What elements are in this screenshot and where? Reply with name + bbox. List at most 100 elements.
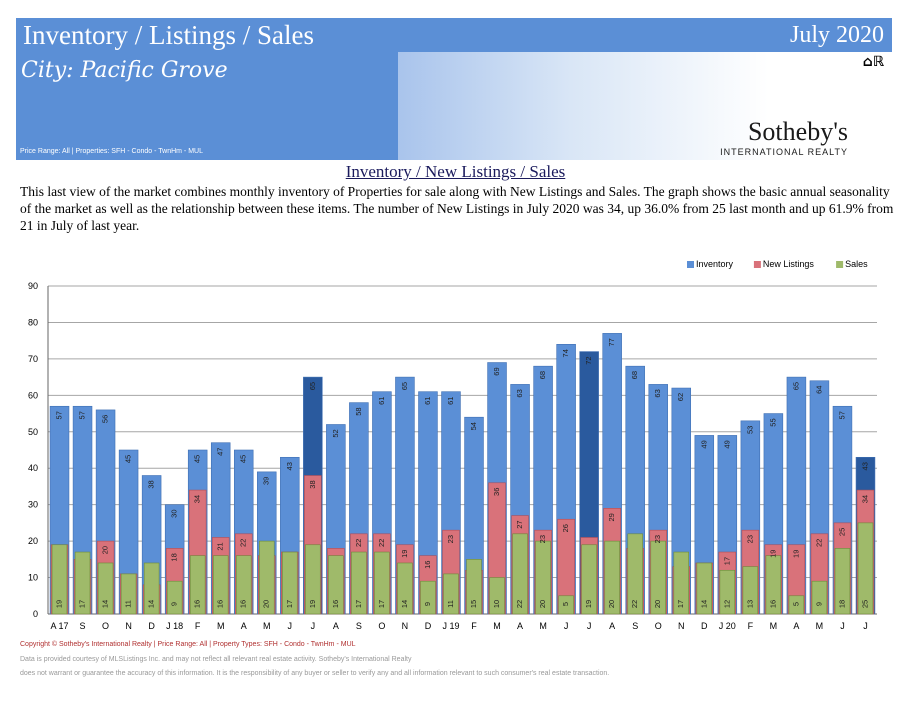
new-listings-data-label: 27 xyxy=(515,520,524,528)
sales-bar xyxy=(328,555,344,615)
inventory-data-label: 65 xyxy=(791,382,800,390)
inventory-data-label: 58 xyxy=(354,407,363,415)
sales-data-label: 20 xyxy=(607,600,616,608)
sales-bar xyxy=(696,562,713,615)
sales-bar xyxy=(834,548,851,615)
new-listings-data-label: 21 xyxy=(216,542,225,550)
x-tick-label: M xyxy=(770,621,778,631)
sales-bar xyxy=(420,580,436,615)
sales-data-label: 14 xyxy=(400,600,409,608)
y-tick-label: 40 xyxy=(28,463,38,473)
sales-data-label: 5 xyxy=(561,602,570,606)
sales-bar xyxy=(305,544,321,615)
sales-data-label: 19 xyxy=(584,600,593,608)
sales-data-label: 16 xyxy=(193,600,202,608)
x-tick-label: O xyxy=(378,621,385,631)
x-tick-label: N xyxy=(678,621,685,631)
inventory-data-label: 57 xyxy=(78,411,87,419)
sales-data-label: 18 xyxy=(837,600,846,608)
sales-data-label: 14 xyxy=(101,600,110,608)
header-gradient xyxy=(398,52,892,160)
new-listings-data-label: 23 xyxy=(745,535,754,543)
report-title: Inventory / Listings / Sales xyxy=(23,20,314,50)
sales-bar xyxy=(374,551,390,615)
new-listings-data-label: 22 xyxy=(377,539,386,547)
y-tick-label: 50 xyxy=(28,427,38,437)
sales-data-label: 5 xyxy=(791,602,800,606)
new-listings-data-label: 23 xyxy=(446,535,455,543)
footer-disclaimer-2: does not warrant or guarantee the accura… xyxy=(20,670,610,677)
sales-data-label: 19 xyxy=(54,600,63,608)
sales-bar xyxy=(857,522,874,615)
inventory-data-label: 62 xyxy=(676,393,685,401)
y-tick-label: 0 xyxy=(33,609,38,619)
brand-subtitle: INTERNATIONAL REALTY xyxy=(720,147,848,157)
y-tick-label: 60 xyxy=(28,390,38,400)
new-listings-data-label: 22 xyxy=(354,539,363,547)
x-tick-label: F xyxy=(471,621,477,631)
x-tick-label: J 20 xyxy=(719,621,736,631)
sales-bar xyxy=(742,566,759,615)
new-listings-data-label: 34 xyxy=(860,495,869,503)
sales-data-label: 17 xyxy=(78,600,87,608)
sales-bar xyxy=(97,562,114,615)
inventory-data-label: 72 xyxy=(584,356,593,364)
sales-data-label: 17 xyxy=(676,600,685,608)
inventory-data-label: 38 xyxy=(147,480,156,488)
legend-label: New Listings xyxy=(763,259,815,269)
sales-data-label: 16 xyxy=(216,600,225,608)
x-tick-label: J 18 xyxy=(166,621,183,631)
inventory-data-label: 45 xyxy=(193,455,202,463)
new-listings-data-label: 22 xyxy=(239,539,248,547)
sales-data-label: 17 xyxy=(377,600,386,608)
sales-bar xyxy=(212,555,229,615)
inventory-data-label: 61 xyxy=(377,397,386,405)
filter-summary: Price Range: All | Properties: SFH - Con… xyxy=(20,148,203,155)
inventory-data-label: 57 xyxy=(837,411,846,419)
sales-data-label: 12 xyxy=(722,600,731,608)
sales-data-label: 9 xyxy=(170,602,179,606)
sales-data-label: 20 xyxy=(653,600,662,608)
x-tick-label: N xyxy=(402,621,409,631)
sales-bar xyxy=(788,595,805,615)
inventory-data-label: 69 xyxy=(492,367,501,375)
sales-bar xyxy=(259,540,275,615)
sales-data-label: 9 xyxy=(814,602,823,606)
report-header: Inventory / Listings / Sales July 2020 C… xyxy=(16,18,892,160)
x-tick-label: O xyxy=(102,621,109,631)
brand-logo: Sotheby's xyxy=(747,117,848,146)
sales-data-label: 22 xyxy=(630,600,639,608)
sales-data-label: 16 xyxy=(768,600,777,608)
new-listings-data-label: 20 xyxy=(101,546,110,554)
new-listings-data-label: 19 xyxy=(400,550,409,558)
x-tick-label: D xyxy=(425,621,432,631)
inventory-data-label: 43 xyxy=(285,462,294,470)
inventory-data-label: 30 xyxy=(170,509,179,517)
legend-swatch xyxy=(753,261,761,268)
y-tick-label: 80 xyxy=(28,317,38,327)
sales-data-label: 22 xyxy=(515,600,524,608)
new-listings-data-label: 25 xyxy=(837,528,846,536)
sales-bar xyxy=(811,580,828,615)
sales-bar xyxy=(581,544,597,615)
sales-data-label: 20 xyxy=(538,600,547,608)
inventory-data-label: 49 xyxy=(699,440,708,448)
inventory-data-label: 61 xyxy=(423,397,432,405)
legend-swatch xyxy=(836,261,844,268)
sales-data-label: 11 xyxy=(124,600,133,608)
new-listings-data-label: 34 xyxy=(193,495,202,503)
legend-label: Sales xyxy=(845,259,868,269)
x-tick-label: J xyxy=(863,621,868,631)
x-tick-label: M xyxy=(493,621,501,631)
new-listings-data-label: 19 xyxy=(791,550,800,558)
sales-bar xyxy=(512,533,528,615)
sales-bar xyxy=(51,544,68,615)
x-tick-label: S xyxy=(632,621,638,631)
x-tick-label: D xyxy=(701,621,708,631)
sales-bar xyxy=(466,559,482,615)
sales-bar xyxy=(120,573,137,615)
new-listings-data-label: 36 xyxy=(492,488,501,496)
inventory-data-label: 65 xyxy=(308,382,317,390)
x-tick-label: D xyxy=(148,621,155,631)
sales-bar xyxy=(166,580,183,615)
